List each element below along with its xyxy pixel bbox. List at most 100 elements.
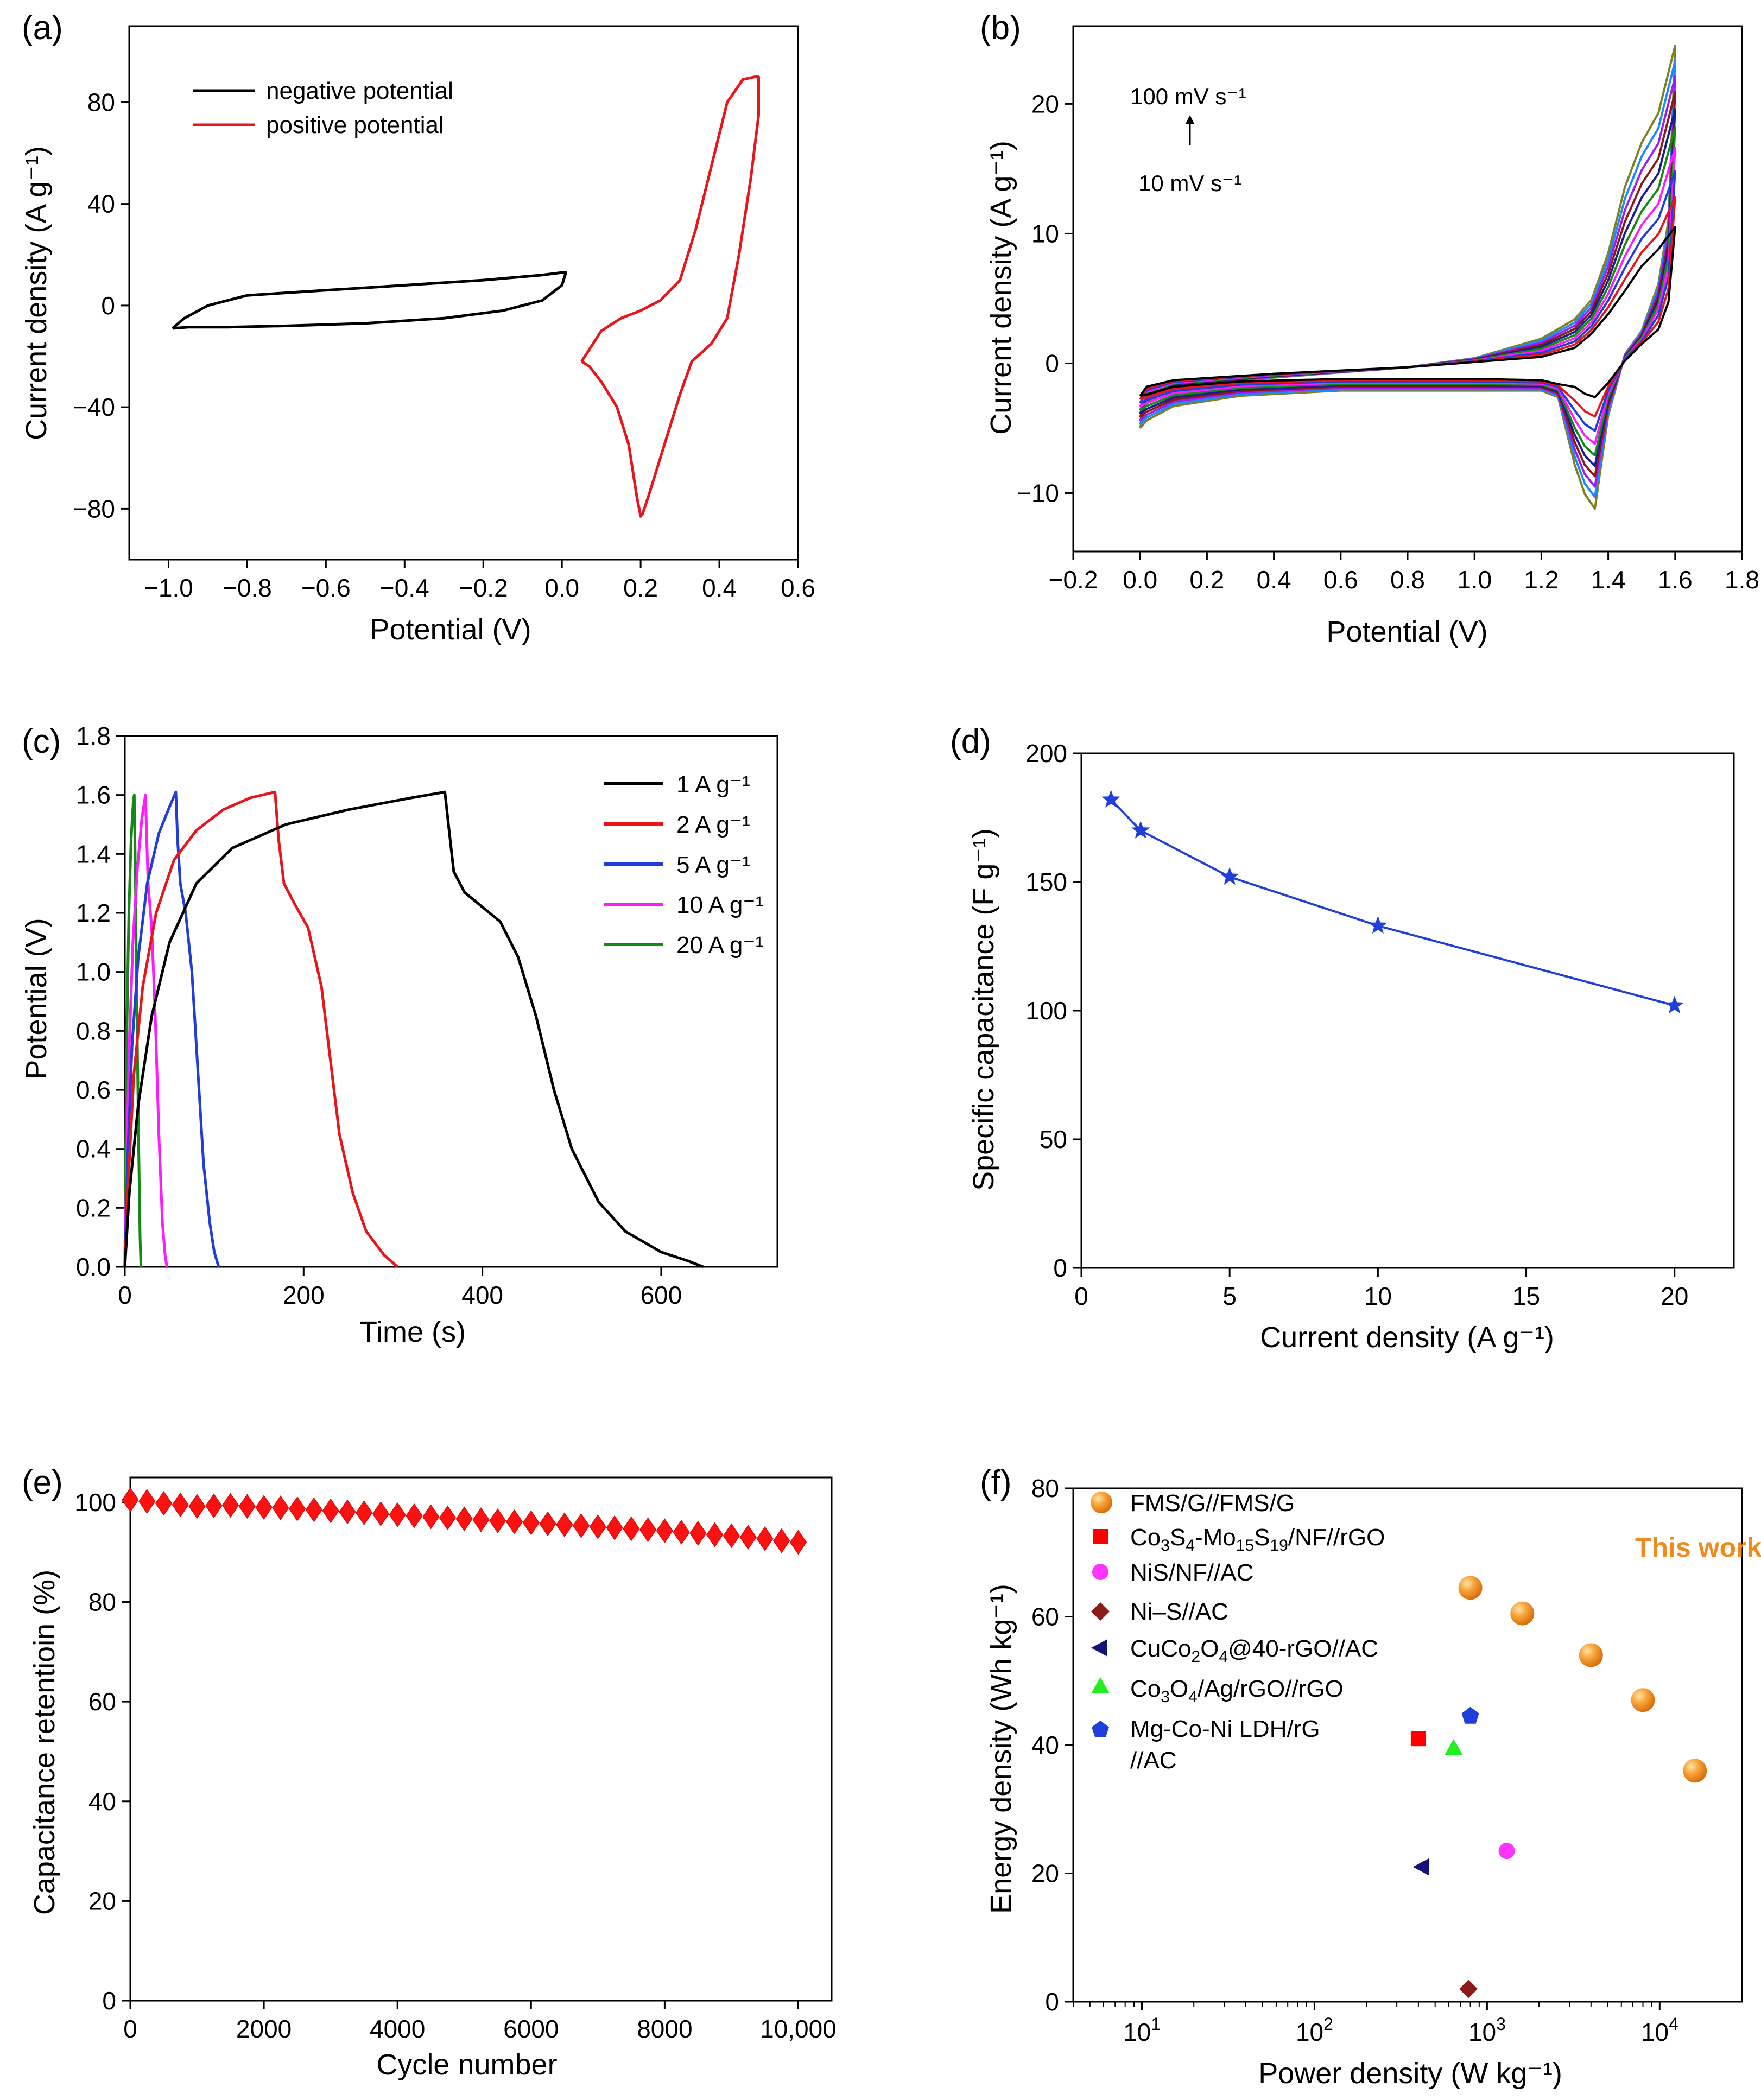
legend-label-fms: FMS/G//FMS/G	[1130, 1490, 1295, 1517]
legend-label-co3o4: Co3O4/Ag/rGO//rGO	[1130, 1676, 1344, 1706]
retention-point	[122, 1487, 139, 1513]
y-tick-label: 10	[1031, 219, 1059, 248]
point-square	[1410, 1731, 1426, 1747]
legend-marker-nis	[1092, 1564, 1108, 1580]
retention-point	[756, 1526, 774, 1551]
x-tick-label: 102	[1296, 2014, 1333, 2046]
retention-point	[623, 1516, 640, 1541]
retention-point	[255, 1495, 273, 1520]
y-tick-label: 0	[1053, 1254, 1067, 1282]
x-tick-label: 2000	[236, 2015, 292, 2043]
retention-point	[305, 1497, 322, 1522]
cv-scan-curve	[1139, 226, 1676, 398]
x-tick-label: 0.8	[1390, 566, 1425, 594]
panel-c-ylabel: Potential (V)	[20, 918, 53, 1079]
retention-point	[188, 1494, 206, 1519]
x-tick-label: 200	[283, 1281, 325, 1309]
x-tick-label: 0.2	[623, 574, 658, 602]
legend-label-mgconi-line2: //AC	[1130, 1747, 1177, 1774]
retention-point	[155, 1490, 173, 1516]
gcd-curve	[123, 794, 143, 1267]
retention-point	[489, 1508, 506, 1533]
legend-label-negative: negative potential	[266, 78, 453, 104]
x-tick-label: 1.8	[1725, 566, 1759, 594]
retention-point	[439, 1505, 457, 1531]
legend-marker-cuco2o4	[1091, 1639, 1107, 1657]
y-tick-label: 80	[1031, 1474, 1059, 1502]
x-tick-label: 10	[1364, 1282, 1392, 1310]
y-tick-label: 0	[1045, 349, 1059, 377]
x-tick-label: 0.0	[544, 574, 579, 602]
y-tick-label: 0.6	[76, 1076, 111, 1104]
scan-rate-max-label: 100 mV s⁻¹	[1130, 84, 1246, 109]
legend-label-1A: 1 A g⁻¹	[676, 771, 750, 798]
retention-point	[572, 1513, 590, 1538]
retention-point	[505, 1509, 523, 1534]
y-tick-label: 20	[1031, 1860, 1059, 1888]
x-tick-label: −1.0	[144, 574, 193, 602]
x-tick-label: 15	[1512, 1282, 1540, 1310]
capacitance-point	[1665, 995, 1684, 1014]
retention-point	[522, 1510, 540, 1536]
panel-a-xlabel: Potential (V)	[370, 613, 531, 646]
point-triangle-up	[1444, 1739, 1463, 1755]
gcd-curve	[123, 790, 220, 1267]
panel-f-ticks: 101 102 103 104 0 20 40 60 80	[1031, 1474, 1678, 2046]
y-tick-label: 100	[74, 1488, 116, 1517]
point-fms	[1458, 1576, 1483, 1600]
capacitance-point	[1369, 916, 1388, 934]
panel-e-frame	[129, 1476, 833, 2002]
x-tick-label: 0	[1074, 1282, 1088, 1310]
y-tick-label: 1.0	[76, 958, 111, 986]
x-tick-label: −0.8	[223, 574, 272, 602]
this-work-annotation: This work	[1635, 1532, 1761, 1563]
retention-point	[773, 1528, 790, 1553]
panel-f: (f) 101 102 103 104 0 20 40 60 80 Power density …	[980, 1464, 1761, 2090]
y-tick-label: −40	[73, 393, 115, 421]
capacitance-line	[1110, 798, 1675, 1007]
y-tick-label: 40	[1031, 1731, 1059, 1759]
x-tick-label: 0.0	[1123, 566, 1157, 594]
legend-label-cuco2o4: CuCo2O4@40-rGO//AC	[1130, 1635, 1378, 1666]
panel-a-legend: negative potential positive potential	[193, 78, 453, 138]
x-tick-label: 10,000	[760, 2015, 837, 2043]
retention-point	[172, 1492, 189, 1518]
retention-point	[221, 1493, 239, 1518]
x-tick-label: 5	[1222, 1282, 1237, 1310]
retention-point	[356, 1500, 373, 1526]
gcd-curve	[123, 794, 168, 1267]
retention-point	[589, 1514, 606, 1539]
retention-point	[673, 1520, 690, 1545]
legend-marker-nis-ac	[1091, 1602, 1110, 1621]
y-tick-label: 200	[1025, 739, 1067, 767]
legend-label-5A: 5 A g⁻¹	[676, 852, 750, 878]
scan-rate-arrow-head	[1186, 115, 1194, 124]
retention-point	[238, 1494, 256, 1519]
x-tick-label: −0.6	[301, 574, 351, 602]
y-tick-label: 100	[1025, 997, 1067, 1025]
retention-point	[455, 1506, 473, 1532]
legend-label-10A: 10 A g⁻¹	[676, 892, 763, 918]
point-fms	[1683, 1759, 1707, 1783]
point-pentagon	[1461, 1706, 1479, 1724]
x-tick-label: 8000	[637, 2015, 692, 2043]
legend-marker-fms	[1091, 1492, 1112, 1513]
panel-e-ylabel: Capacitance retentioin (%)	[28, 1570, 61, 1915]
retention-point	[606, 1515, 623, 1540]
x-tick-label: 0.4	[1257, 566, 1291, 594]
panel-d-xlabel: Current density (A g⁻¹)	[1260, 1321, 1554, 1354]
y-tick-label: 0.4	[76, 1135, 111, 1163]
retention-point	[422, 1504, 440, 1530]
panel-d-data	[1101, 790, 1684, 1014]
x-tick-label: 0.6	[781, 574, 815, 602]
capacitance-point	[1131, 821, 1150, 839]
legend-label-co3s4: Co3S4-Mo15S19/NF//rGO	[1130, 1524, 1385, 1555]
y-tick-label: 40	[88, 1787, 116, 1816]
legend-label-2A: 2 A g⁻¹	[676, 811, 750, 838]
point-fms	[1631, 1688, 1655, 1712]
panel-a-frame	[128, 25, 799, 561]
x-tick-label: 1.6	[1658, 566, 1693, 594]
